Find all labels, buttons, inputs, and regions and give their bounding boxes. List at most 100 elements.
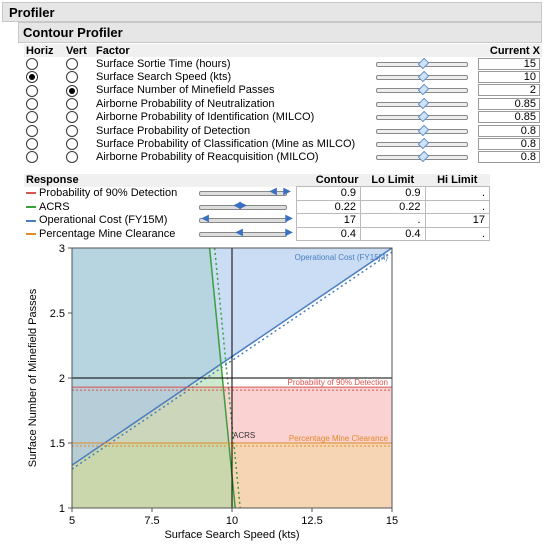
current-x-field[interactable]: 0.85 [478, 97, 540, 110]
factor-row: Surface Probability of Classification (M… [24, 137, 542, 151]
x-tick-label: 10 [226, 515, 238, 527]
hi-arrow-icon[interactable]: ▶ [239, 199, 247, 211]
response-row: Probability of 90% Detection ◀ ▶ 0.9 0.9… [24, 186, 490, 201]
slider-knob[interactable] [417, 111, 430, 123]
horiz-radio[interactable] [26, 124, 38, 137]
slider-knob[interactable] [417, 57, 430, 69]
hi-limit-value[interactable]: . [424, 186, 490, 201]
contour-value[interactable]: 0.22 [295, 199, 362, 215]
vert-radio[interactable] [66, 97, 78, 110]
y-tick-label: 1.5 [50, 438, 65, 450]
factor-name: Surface Probability of Detection [96, 124, 251, 137]
hi-arrow-icon[interactable]: ▶ [285, 227, 293, 239]
vert-radio[interactable] [66, 151, 78, 164]
cost-contour-label: Operational Cost (FY15M) [295, 253, 389, 262]
x-tick-label: 15 [386, 515, 398, 527]
lo-arrow-icon[interactable]: ◀ [235, 227, 243, 239]
horiz-radio[interactable] [26, 71, 38, 84]
current-x-header: Current X [474, 44, 542, 57]
response-slider[interactable]: ◀ ▶ [197, 213, 293, 225]
response-row: Operational Cost (FY15M) ◀ ▶ 17 . 17 [24, 213, 490, 228]
factor-row: Surface Search Speed (kts) 10 [24, 70, 542, 84]
contour-plot[interactable]: Operational Cost (FY15M) Probability of 9… [0, 240, 410, 550]
factor-name: Airborne Probability of Identification (… [96, 111, 315, 124]
current-x-field[interactable]: 0.8 [478, 138, 540, 151]
x-tick-label: 7.5 [144, 515, 159, 527]
horiz-radio[interactable] [26, 84, 38, 97]
y-tick-label: 2.5 [50, 308, 65, 320]
horiz-radio[interactable] [26, 138, 38, 151]
factor-slider[interactable] [376, 111, 468, 123]
factor-name: Surface Sortie Time (hours) [96, 57, 231, 70]
clearance-contour-label: Percentage Mine Clearance [289, 434, 389, 443]
factor-name: Airborne Probability of Neutralization [96, 97, 275, 110]
response-name: Probability of 90% Detection [39, 187, 178, 200]
vert-radio[interactable] [66, 84, 78, 97]
slider-knob[interactable] [417, 70, 430, 83]
hi-limit-header: Hi Limit [425, 174, 490, 187]
current-x-field[interactable]: 2 [478, 84, 540, 97]
slider-knob[interactable] [417, 124, 430, 136]
lo-arrow-icon[interactable]: ◀ [269, 186, 277, 198]
response-color-line [26, 192, 36, 195]
vert-radio[interactable] [66, 138, 78, 151]
response-slider[interactable]: ◀ ▶ [197, 186, 291, 198]
slider-knob[interactable] [417, 137, 430, 150]
factor-slider[interactable] [376, 137, 468, 150]
response-slider[interactable]: ◀ ▶ [197, 227, 293, 239]
response-color-line [26, 233, 36, 236]
current-x-field[interactable]: 0.8 [478, 151, 540, 164]
factor-row: Airborne Probability of Neutralization 0… [24, 97, 542, 110]
vert-radio[interactable] [66, 71, 78, 84]
factor-name: Airborne Probability of Reacquisition (M… [96, 151, 319, 164]
factor-name: Surface Search Speed (kts) [96, 71, 232, 84]
slider-knob[interactable] [417, 151, 430, 163]
contour-profiler-title: Contour Profiler [23, 25, 123, 40]
factor-row: Airborne Probability of Reacquisition (M… [24, 151, 542, 164]
contour-value[interactable]: 0.4 [295, 226, 362, 242]
hi-arrow-icon[interactable]: ▶ [285, 213, 293, 225]
hi-arrow-icon[interactable]: ▶ [283, 186, 291, 198]
lo-limit-value[interactable]: 0.4 [360, 226, 426, 242]
horiz-radio[interactable] [26, 57, 38, 70]
lo-limit-value[interactable]: . [360, 213, 426, 228]
lo-arrow-icon[interactable]: ◀ [233, 199, 241, 211]
hi-limit-value[interactable]: . [424, 226, 490, 242]
acrs-contour-label: ACRS [233, 431, 255, 440]
hi-limit-value[interactable]: . [424, 199, 490, 215]
vert-radio[interactable] [66, 57, 78, 70]
contour-profiler-header[interactable]: Contour Profiler [18, 22, 542, 43]
factor-slider[interactable] [376, 70, 468, 83]
factor-slider[interactable] [376, 97, 468, 110]
factor-name: Surface Probability of Classification (M… [96, 138, 356, 151]
factor-slider[interactable] [376, 84, 468, 96]
horiz-radio[interactable] [26, 97, 38, 110]
contour-value[interactable]: 17 [295, 213, 362, 228]
lo-limit-value[interactable]: 0.22 [360, 199, 426, 215]
slider-knob[interactable] [417, 84, 430, 96]
response-row: ACRS ◀ ▶ 0.22 0.22 . [24, 199, 490, 215]
lo-limit-value[interactable]: 0.9 [360, 186, 426, 201]
response-name: ACRS [39, 200, 70, 213]
factor-slider[interactable] [376, 124, 468, 136]
hi-limit-value[interactable]: 17 [424, 213, 490, 228]
factor-row: Surface Sortie Time (hours) 15 [24, 57, 542, 70]
contour-value[interactable]: 0.9 [295, 186, 362, 201]
response-slider[interactable]: ◀ ▶ [197, 199, 291, 212]
horiz-radio[interactable] [26, 151, 38, 164]
current-x-field[interactable]: 0.85 [478, 111, 540, 124]
current-x-field[interactable]: 10 [478, 71, 540, 84]
current-x-field[interactable]: 15 [478, 57, 540, 70]
profiler-header[interactable]: Profiler [2, 2, 542, 22]
factor-slider[interactable] [376, 151, 468, 163]
current-x-field[interactable]: 0.8 [478, 124, 540, 137]
vert-radio[interactable] [66, 124, 78, 137]
horiz-radio[interactable] [26, 111, 38, 124]
y-axis-label: Surface Number of Minefield Passes [27, 288, 39, 467]
lo-arrow-icon[interactable]: ◀ [201, 213, 209, 225]
factor-slider[interactable] [376, 57, 468, 69]
slider-knob[interactable] [417, 97, 430, 110]
vert-radio[interactable] [66, 111, 78, 124]
lo-limit-header: Lo Limit [360, 174, 425, 187]
response-row: Percentage Mine Clearance ◀ ▶ 0.4 0.4 . [24, 226, 490, 242]
